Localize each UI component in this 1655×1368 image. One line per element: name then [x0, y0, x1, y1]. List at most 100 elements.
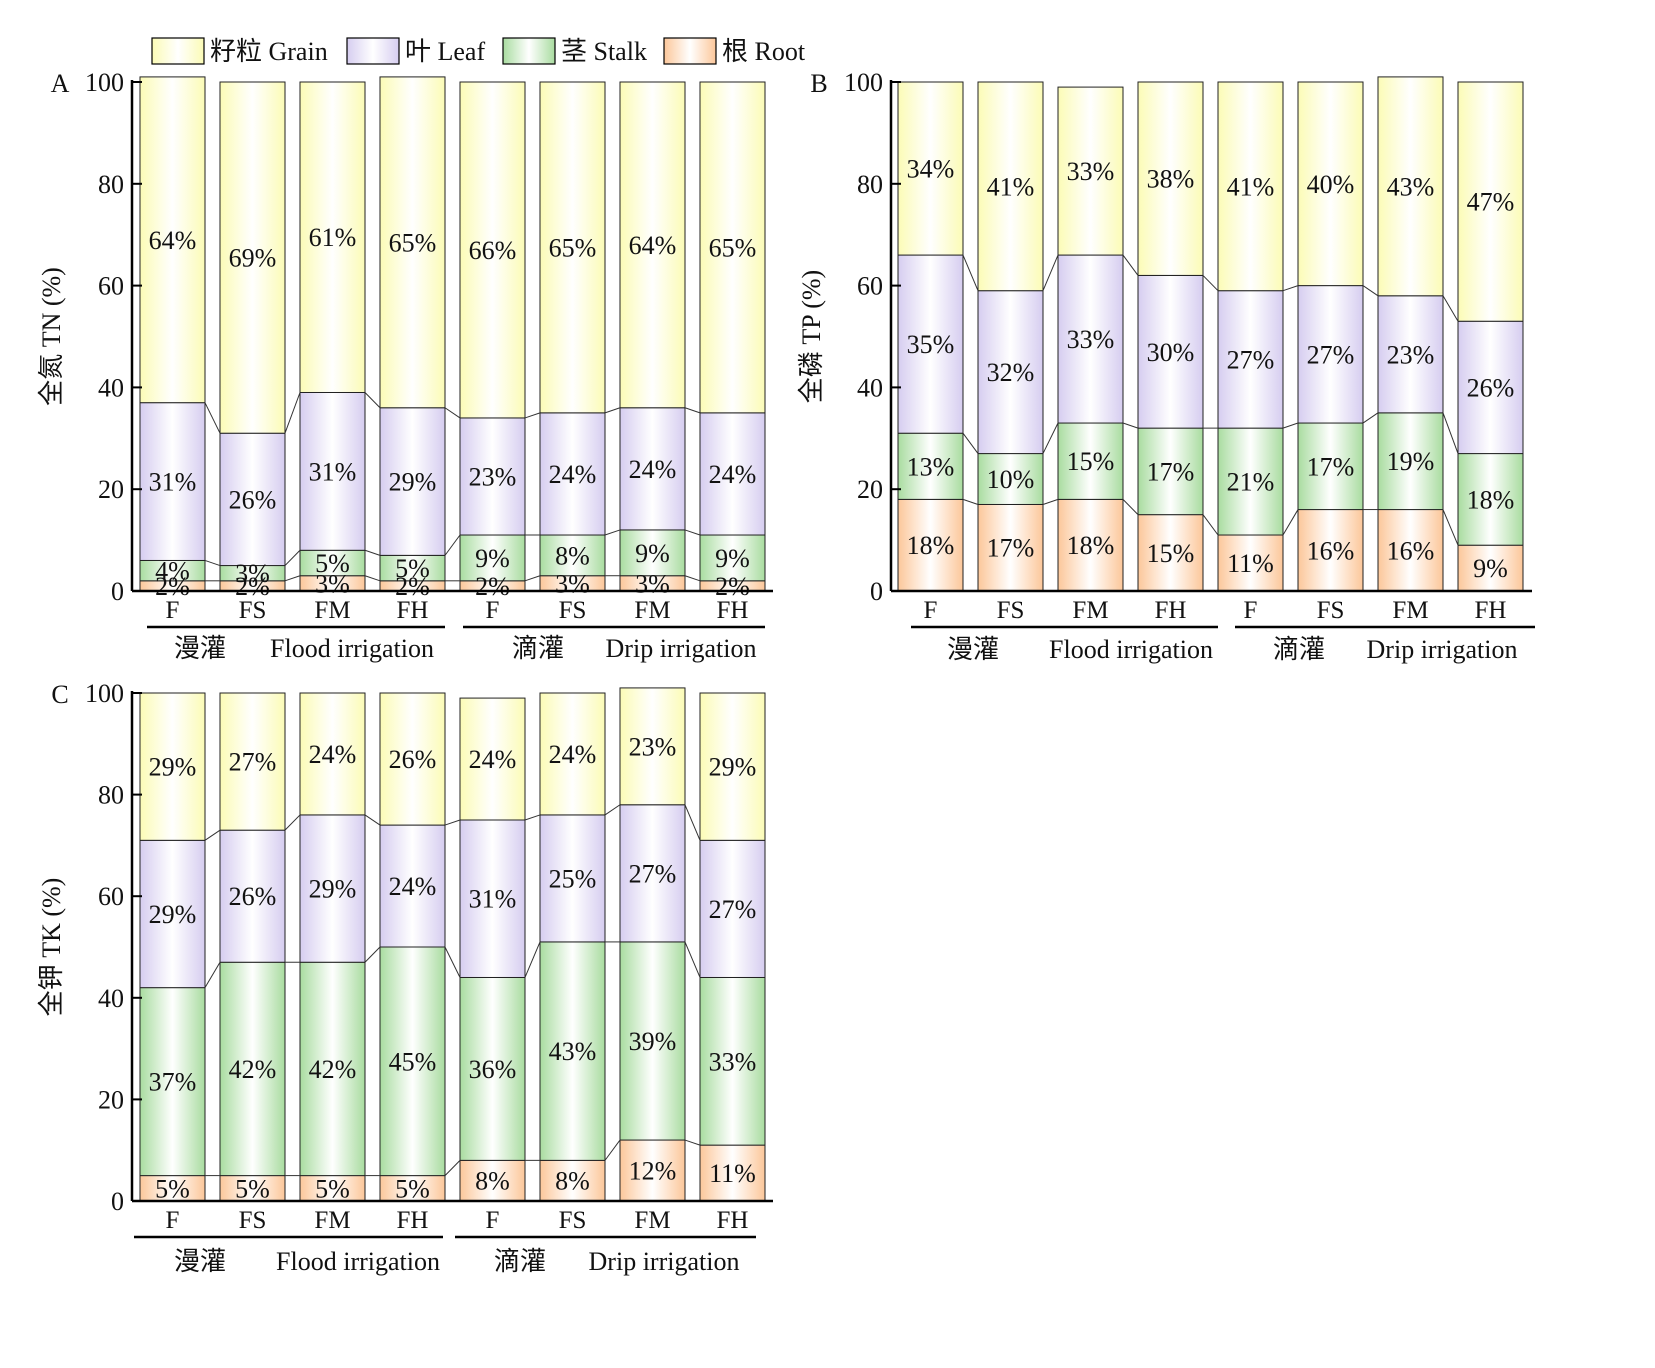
data-label-C-stalk-6: 43% — [549, 1037, 597, 1066]
data-label-C-grain-8: 29% — [709, 753, 757, 782]
data-label-B-grain-2: 41% — [987, 172, 1035, 201]
data-label-C-root-5: 8% — [475, 1167, 510, 1196]
connector-B-stalk-7 — [1442, 412, 1459, 454]
bar-B-grain-4 — [1137, 81, 1204, 276]
bar-A-grain-7 — [619, 81, 686, 409]
bar-A-grain-8 — [699, 81, 766, 414]
connector-B-leaf-6 — [1362, 285, 1379, 297]
group-label-en-A-1: Flood irrigation — [270, 634, 434, 663]
connector-A-root-7 — [684, 575, 701, 582]
data-label-B-root-1: 18% — [907, 531, 955, 560]
data-label-A-grain-6: 65% — [549, 233, 597, 262]
group-label-en-B-2: Drip irrigation — [1367, 635, 1518, 664]
bar-A-leaf-8 — [699, 412, 766, 536]
data-label-C-stalk-2: 42% — [229, 1055, 277, 1084]
x-tick-label-C-5: F — [486, 1207, 500, 1234]
x-tick-label-B-4: FH — [1155, 597, 1187, 624]
connector-C-stalk-1 — [204, 961, 221, 988]
bar-C-stalk-2 — [219, 961, 286, 1177]
connector-C-root-7 — [684, 1139, 701, 1146]
bar-C-leaf-5 — [459, 819, 526, 978]
bar-A-stalk-4 — [379, 554, 446, 582]
bar-A-leaf-1 — [139, 402, 206, 561]
y-tick-label-B-100: 100 — [844, 68, 883, 97]
connector-C-leaf-2 — [284, 814, 301, 831]
bar-C-leaf-3 — [299, 814, 366, 963]
data-label-A-grain-2: 69% — [229, 244, 277, 273]
panel-C: 5% 37% 29% 29% 5% 42% 26% 27% 5% 42% 29% 24% 5% 45% 24… — [37, 679, 773, 1276]
connector-A-leaf-3 — [364, 392, 381, 409]
bar-B-root-6 — [1297, 509, 1364, 592]
connector-A-leaf-7 — [684, 407, 701, 414]
data-label-C-root-2: 5% — [235, 1174, 270, 1203]
data-label-B-leaf-1: 35% — [907, 330, 955, 359]
data-label-A-stalk-1: 4% — [155, 557, 190, 586]
bar-B-grain-5 — [1217, 81, 1284, 292]
x-tick-label-C-6: FS — [559, 1207, 587, 1234]
y-tick-label-B-40: 40 — [857, 373, 883, 402]
connector-A-leaf-4 — [444, 407, 461, 419]
data-label-B-stalk-3: 15% — [1067, 447, 1115, 476]
connector-B-root-4 — [1202, 514, 1219, 536]
connector-A-stalk-4 — [444, 534, 461, 556]
bar-C-grain-8 — [699, 692, 766, 841]
y-tick-label-A-60: 60 — [98, 272, 124, 301]
connector-A-stalk-2 — [284, 549, 301, 566]
x-tick-label-A-8: FH — [717, 597, 749, 624]
bar-A-stalk-6 — [539, 534, 606, 577]
y-tick-label-A-80: 80 — [98, 170, 124, 199]
connector-C-leaf-6 — [604, 804, 621, 816]
bar-C-grain-5 — [459, 697, 526, 821]
data-label-A-stalk-2: 3% — [235, 559, 270, 588]
data-label-A-leaf-7: 24% — [629, 455, 677, 484]
bar-B-root-5 — [1217, 534, 1284, 592]
y-tick-label-C-80: 80 — [98, 781, 124, 810]
data-label-B-leaf-7: 23% — [1387, 340, 1435, 369]
data-label-A-stalk-5: 9% — [475, 544, 510, 573]
data-label-A-stalk-3: 5% — [315, 549, 350, 578]
data-label-A-root-4: 2% — [395, 572, 430, 601]
y-tick-label-B-0: 0 — [870, 577, 883, 606]
bar-B-grain-6 — [1297, 81, 1364, 287]
x-tick-label-A-5: F — [486, 597, 500, 624]
bar-C-root-7 — [619, 1139, 686, 1202]
group-label-cn-B-1: 漫灌 — [947, 635, 999, 664]
bar-A-grain-6 — [539, 81, 606, 414]
data-label-C-grain-2: 27% — [229, 748, 277, 777]
data-label-B-root-7: 16% — [1387, 536, 1435, 565]
data-label-A-grain-3: 61% — [309, 223, 357, 252]
x-tick-label-A-4: FH — [397, 597, 429, 624]
legend-swatch-stalk — [502, 37, 556, 65]
bar-C-stalk-7 — [619, 941, 686, 1141]
y-tick-label-A-100: 100 — [85, 68, 124, 97]
data-label-B-leaf-4: 30% — [1147, 338, 1195, 367]
x-tick-label-C-4: FH — [397, 1207, 429, 1234]
panels: 2%4%31%64%2%3%26%69%3%5%31%61%2%5%29%65%… — [37, 68, 1535, 1276]
data-label-C-leaf-5: 31% — [469, 885, 517, 914]
data-label-A-stalk-8: 9% — [715, 544, 750, 573]
bar-A-grain-5 — [459, 81, 526, 419]
bar-B-stalk-1 — [897, 432, 964, 500]
connector-B-root-3 — [1122, 499, 1139, 516]
bar-C-stalk-1 — [139, 987, 206, 1177]
data-label-B-leaf-3: 33% — [1067, 325, 1115, 354]
connector-A-root-2 — [284, 575, 301, 582]
data-label-C-grain-1: 29% — [149, 753, 197, 782]
bar-A-stalk-5 — [459, 534, 526, 582]
x-tick-label-C-7: FM — [634, 1207, 670, 1234]
data-label-B-stalk-6: 17% — [1307, 452, 1355, 481]
data-label-C-grain-3: 24% — [309, 740, 357, 769]
bar-A-leaf-5 — [459, 417, 526, 536]
connector-B-leaf-1 — [962, 254, 979, 291]
connector-A-stalk-6 — [604, 529, 621, 536]
bar-C-root-4 — [379, 1175, 446, 1202]
bar-C-leaf-1 — [139, 839, 206, 989]
y-tick-label-C-40: 40 — [98, 984, 124, 1013]
data-label-C-leaf-2: 26% — [229, 882, 277, 911]
bar-C-leaf-4 — [379, 824, 446, 948]
panel-letter-A: A — [51, 69, 70, 98]
connector-C-leaf-4 — [444, 819, 461, 826]
data-label-C-stalk-5: 36% — [469, 1055, 517, 1084]
bar-B-stalk-2 — [977, 453, 1044, 505]
group-label-en-A-2: Drip irrigation — [606, 634, 757, 663]
